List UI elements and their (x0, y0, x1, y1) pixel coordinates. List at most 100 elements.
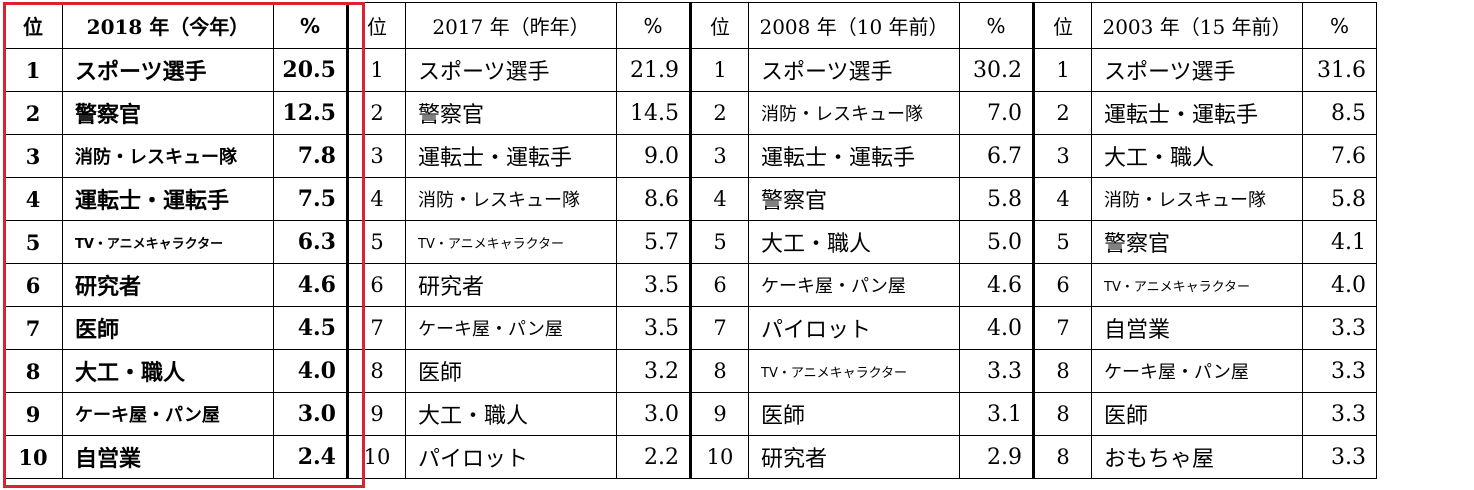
percent-cell: 12.5 (273, 91, 348, 135)
occupation-cell: 医師 (62, 306, 274, 350)
rank-cell: 9 (3, 392, 63, 436)
header-2003: 2003 年（15 年前） (1091, 2, 1303, 49)
percent-cell: 9.0 (616, 134, 691, 178)
occupation-cell: 研究者 (405, 263, 617, 307)
percent-cell: 3.0 (273, 392, 348, 436)
rank-cell: 2 (689, 91, 749, 135)
percent-cell: 3.3 (959, 349, 1034, 393)
rank-cell: 6 (3, 263, 63, 307)
occupation-cell: 消防・レスキュー隊 (62, 134, 274, 178)
percent-cell: 4.0 (959, 306, 1034, 350)
percent-cell: 21.9 (616, 48, 691, 92)
occupation-cell: 消防・レスキュー隊 (1091, 177, 1303, 221)
occupation-cell: 大工・職人 (62, 349, 274, 393)
rank-cell: 5 (689, 220, 749, 264)
table-row: 8 大工・職人 4.0 8 医師 3.2 8 TV・アニメキャラクター 3.3 8 ケーキ屋・パン屋… (3, 349, 1377, 393)
percent-cell: 7.6 (1302, 134, 1377, 178)
occupation-cell: 医師 (748, 392, 960, 436)
occupation-cell: おもちゃ屋 (1091, 435, 1303, 479)
occupation-cell: 医師 (1091, 392, 1303, 436)
header-rank: 位 (346, 2, 406, 49)
occupation-cell: TV・アニメキャラクター (1091, 263, 1303, 307)
percent-cell: 14.5 (616, 91, 691, 135)
rank-cell: 7 (1032, 306, 1092, 350)
occupation-cell: ケーキ屋・パン屋 (405, 306, 617, 350)
occupation-cell: 大工・職人 (405, 392, 617, 436)
rank-cell: 2 (3, 91, 63, 135)
percent-cell: 8.6 (616, 177, 691, 221)
percent-cell: 3.3 (1302, 435, 1377, 479)
rank-cell: 3 (1032, 134, 1092, 178)
percent-cell: 3.3 (1302, 306, 1377, 350)
percent-cell: 7.8 (273, 134, 348, 178)
rank-cell: 8 (1032, 392, 1092, 436)
rank-cell: 6 (689, 263, 749, 307)
percent-cell: 6.7 (959, 134, 1034, 178)
occupation-cell: 警察官 (405, 91, 617, 135)
percent-cell: 5.8 (959, 177, 1034, 221)
header-pct: % (959, 2, 1034, 49)
table-row: 1 スポーツ選手 20.5 1 スポーツ選手 21.9 1 スポーツ選手 30.2 1 スポーツ選手… (3, 48, 1377, 92)
rank-cell: 4 (1032, 177, 1092, 221)
occupation-cell: スポーツ選手 (405, 48, 617, 92)
rank-cell: 7 (689, 306, 749, 350)
percent-cell: 30.2 (959, 48, 1034, 92)
occupation-cell: 研究者 (62, 263, 274, 307)
rank-cell: 8 (689, 349, 749, 393)
occupation-cell: パイロット (405, 435, 617, 479)
percent-cell: 2.9 (959, 435, 1034, 479)
occupation-cell: 消防・レスキュー隊 (405, 177, 617, 221)
occupation-cell: ケーキ屋・パン屋 (1091, 349, 1303, 393)
percent-cell: 20.5 (273, 48, 348, 92)
occupation-cell: 大工・職人 (748, 220, 960, 264)
percent-cell: 4.1 (1302, 220, 1377, 264)
percent-cell: 4.0 (1302, 263, 1377, 307)
rank-cell: 1 (346, 48, 406, 92)
rank-cell: 3 (3, 134, 63, 178)
rank-cell: 10 (346, 435, 406, 479)
percent-cell: 8.5 (1302, 91, 1377, 135)
occupation-cell: スポーツ選手 (62, 48, 274, 92)
occupation-cell: TV・アニメキャラクター (748, 349, 960, 393)
occupation-cell: 運転士・運転手 (1091, 91, 1303, 135)
header-row: 位 2018 年（今年） % 位 2017 年（昨年） % 位 2008 年（1… (3, 2, 1377, 49)
rank-cell: 6 (1032, 263, 1092, 307)
rank-cell: 8 (3, 349, 63, 393)
table-row: 3 消防・レスキュー隊 7.8 3 運転士・運転手 9.0 3 運転士・運転手 6.7 3 大工・職… (3, 134, 1377, 178)
rank-cell: 10 (689, 435, 749, 479)
rank-cell: 8 (1032, 349, 1092, 393)
percent-cell: 2.2 (616, 435, 691, 479)
percent-cell: 7.0 (959, 91, 1034, 135)
table-row: 5 TV・アニメキャラクター 6.3 5 TV・アニメキャラクター 5.7 5 大工・職人 5.… (3, 220, 1377, 264)
occupation-cell: パイロット (748, 306, 960, 350)
occupation-cell: 大工・職人 (1091, 134, 1303, 178)
rank-cell: 9 (689, 392, 749, 436)
rank-cell: 7 (3, 306, 63, 350)
rank-cell: 5 (3, 220, 63, 264)
table-row: 4 運転士・運転手 7.5 4 消防・レスキュー隊 8.6 4 警察官 5.8 4 消防・レスキュー… (3, 177, 1377, 221)
percent-cell: 7.5 (273, 177, 348, 221)
occupation-cell: 研究者 (748, 435, 960, 479)
percent-cell: 3.3 (1302, 349, 1377, 393)
percent-cell: 4.6 (273, 263, 348, 307)
occupation-cell: 運転士・運転手 (405, 134, 617, 178)
rank-cell: 6 (346, 263, 406, 307)
percent-cell: 4.0 (273, 349, 348, 393)
occupation-cell: 医師 (405, 349, 617, 393)
header-pct: % (616, 2, 691, 49)
table-row: 9 ケーキ屋・パン屋 3.0 9 大工・職人 3.0 9 医師 3.1 8 医師 3.3 (3, 392, 1377, 436)
rank-cell: 3 (689, 134, 749, 178)
header-2017: 2017 年（昨年） (405, 2, 617, 49)
header-2008: 2008 年（10 年前） (748, 2, 960, 49)
rank-cell: 5 (1032, 220, 1092, 264)
occupation-cell: スポーツ選手 (1091, 48, 1303, 92)
rank-cell: 5 (346, 220, 406, 264)
percent-cell: 2.4 (273, 435, 348, 479)
occupation-cell: 警察官 (1091, 220, 1303, 264)
percent-cell: 5.8 (1302, 177, 1377, 221)
percent-cell: 3.5 (616, 263, 691, 307)
occupation-cell: 警察官 (62, 91, 274, 135)
table-row: 7 医師 4.5 7 ケーキ屋・パン屋 3.5 7 パイロット 4.0 7 自営業 3.3 (3, 306, 1377, 350)
rank-cell: 3 (346, 134, 406, 178)
